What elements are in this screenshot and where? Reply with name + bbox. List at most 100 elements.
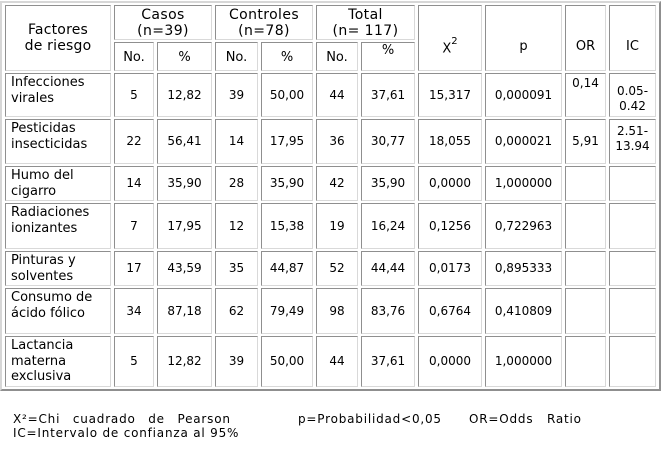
cell-p: 0,722963 — [485, 203, 562, 249]
cell-p: 0,410809 — [485, 288, 562, 334]
cell-controles-pct: 17,95 — [261, 119, 313, 164]
footnote-chi-definition: X²=Chi cuadrado de Pearson — [13, 412, 231, 426]
cell-total-pct: 44,44 — [361, 251, 415, 286]
total-no-label: No. — [326, 50, 348, 65]
casos-group-label: Casos — [141, 6, 185, 23]
cell-casos-pct: 43,59 — [157, 251, 212, 286]
casos-no-label: No. — [123, 50, 145, 65]
cell-controles-no: 39 — [215, 336, 258, 387]
cell-casos-pct: 35,90 — [157, 166, 212, 201]
cell-p: 0,000021 — [485, 119, 562, 164]
cell-total-pct: 30,77 — [361, 119, 415, 164]
cell-or — [565, 336, 606, 387]
header-row-groups: Factores de riesgo Casos (n=39) Controles(… — [5, 5, 656, 71]
row-label: Consumo de ácido fólico — [5, 288, 111, 334]
total-group-n: (n= 117) — [332, 22, 399, 39]
cell-total-no: 52 — [316, 251, 358, 286]
cell-chi-square: 18,055 — [418, 119, 482, 164]
cell-chi-square: 15,317 — [418, 73, 482, 117]
cell-total-no: 44 — [316, 336, 358, 387]
chi-square-sup: 2 — [451, 35, 458, 47]
column-header-chi-square: X2 — [418, 5, 482, 71]
table-row-radiaciones-ionizantes: Radiaciones ionizantes 7 17,95 12 15,38 … — [5, 203, 656, 249]
cell-total-pct: 37,61 — [361, 73, 415, 117]
total-group-label: Total — [348, 6, 383, 23]
table-footnote: X²=Chi cuadrado de Pearson p=Probabilida… — [0, 412, 662, 440]
cell-or — [565, 288, 606, 334]
row-label: Radiaciones ionizantes — [5, 203, 111, 249]
cell-ic: 0.05-0.42 — [609, 73, 656, 117]
column-header-casos-pct: % — [157, 42, 212, 71]
cell-controles-no: 62 — [215, 288, 258, 334]
cell-controles-pct: 35,90 — [261, 166, 313, 201]
cell-ic — [609, 251, 656, 286]
controles-pct-label: % — [280, 50, 294, 65]
cell-total-no: 36 — [316, 119, 358, 164]
cell-p: 0,895333 — [485, 251, 562, 286]
column-header-controles-pct: % — [261, 42, 313, 71]
cell-p: 1,000000 — [485, 166, 562, 201]
column-group-total: Total (n= 117) — [316, 5, 415, 40]
cell-casos-pct: 12,82 — [157, 336, 212, 387]
column-header-total-pct: % — [361, 42, 415, 71]
cell-total-no: 19 — [316, 203, 358, 249]
cell-casos-no: 7 — [114, 203, 154, 249]
total-pct-label: % — [381, 43, 395, 58]
column-header-or: OR — [565, 5, 606, 71]
row-label: Pinturas y solventes — [5, 251, 111, 286]
cell-ic: 2.51-13.94 — [609, 119, 656, 164]
cell-casos-no: 5 — [114, 336, 154, 387]
row-label: Pesticidas insecticidas — [5, 119, 111, 164]
controles-group-label: Controles — [228, 6, 300, 23]
cell-or — [565, 203, 606, 249]
controles-group-n: (n=78) — [238, 22, 290, 39]
cell-controles-pct: 79,49 — [261, 288, 313, 334]
cell-controles-pct: 50,00 — [261, 336, 313, 387]
cell-casos-pct: 17,95 — [157, 203, 212, 249]
cell-total-no: 42 — [316, 166, 358, 201]
cell-casos-pct: 12,82 — [157, 73, 212, 117]
cell-total-no: 98 — [316, 288, 358, 334]
footnote-line-1: X²=Chi cuadrado de Pearson p=Probabilida… — [0, 412, 662, 426]
column-header-factores-label-line2: de riesgo — [24, 38, 92, 54]
cell-casos-no: 5 — [114, 73, 154, 117]
cell-casos-pct: 87,18 — [157, 288, 212, 334]
cell-chi-square: 0,0000 — [418, 336, 482, 387]
cell-total-pct: 37,61 — [361, 336, 415, 387]
cell-controles-no: 28 — [215, 166, 258, 201]
cell-controles-pct: 15,38 — [261, 203, 313, 249]
table-row-pesticidas-insecticidas: Pesticidas insecticidas 22 56,41 14 17,9… — [5, 119, 656, 164]
column-header-factores-label-line1: Factores — [27, 22, 89, 38]
cell-controles-pct: 50,00 — [261, 73, 313, 117]
cell-ic — [609, 203, 656, 249]
cell-or: 0,14 — [565, 73, 606, 117]
table-row-humo-del-cigarro: Humo del cigarro 14 35,90 28 35,90 42 35… — [5, 166, 656, 201]
cell-total-pct: 16,24 — [361, 203, 415, 249]
cell-casos-no: 22 — [114, 119, 154, 164]
column-header-casos-no: No. — [114, 42, 154, 71]
cell-or — [565, 166, 606, 201]
cell-chi-square: 0,6764 — [418, 288, 482, 334]
cell-chi-square: 0,0173 — [418, 251, 482, 286]
p-header-label: p — [519, 39, 528, 54]
cell-p: 0,000091 — [485, 73, 562, 117]
cell-controles-pct: 44,87 — [261, 251, 313, 286]
cell-p: 1,000000 — [485, 336, 562, 387]
cell-total-no: 44 — [316, 73, 358, 117]
header-row-sub: No. % No. % No. % — [5, 42, 656, 71]
cell-controles-no: 39 — [215, 73, 258, 117]
cell-casos-pct: 56,41 — [157, 119, 212, 164]
cell-ic — [609, 336, 656, 387]
row-label: Infecciones virales — [5, 73, 111, 117]
ic-header-label: IC — [626, 39, 639, 54]
table-row-consumo-de-acido-folico: Consumo de ácido fólico 34 87,18 62 79,4… — [5, 288, 656, 334]
risk-factors-table: Factores de riesgo Casos (n=39) Controles(… — [0, 1, 661, 391]
footnote-ic-definition: IC=Intervalo de confianza al 95% — [13, 426, 240, 440]
or-header-label: OR — [575, 39, 596, 54]
footnote-p-definition: p=Probabilidad<0,05 — [298, 412, 442, 426]
controles-no-label: No. — [225, 50, 248, 65]
cell-controles-no: 12 — [215, 203, 258, 249]
table-row-pinturas-y-solventes: Pinturas y solventes 17 43,59 35 44,87 5… — [5, 251, 656, 286]
column-header-p: p — [485, 5, 562, 71]
row-label: Lactancia materna exclusiva — [5, 336, 111, 387]
